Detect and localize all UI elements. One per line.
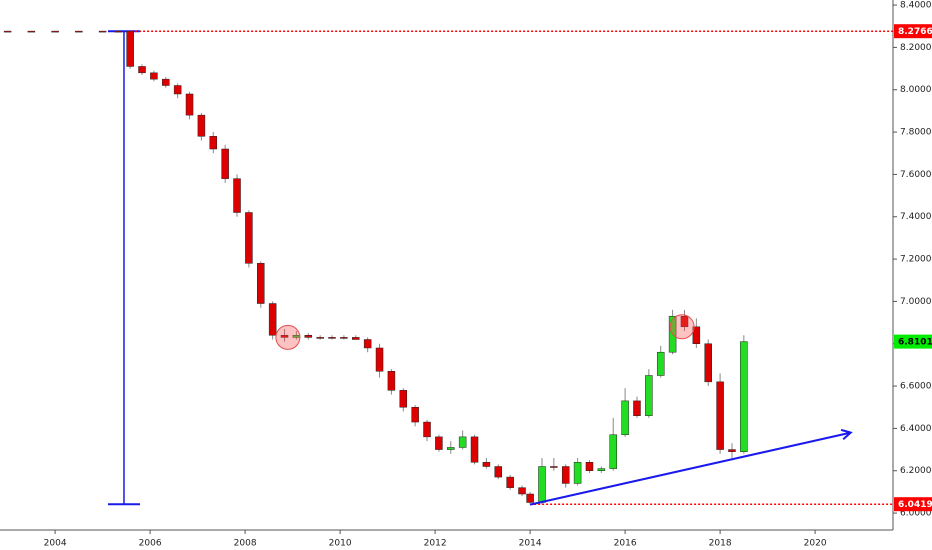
candle-body [692, 326, 701, 344]
candle-body [506, 476, 514, 488]
candle-body [680, 315, 689, 328]
highlight-circle [275, 324, 301, 350]
candle-body [98, 30, 107, 33]
candle-body [162, 78, 170, 86]
candle-body [728, 449, 736, 452]
candle-body [280, 335, 289, 338]
candle-body [597, 468, 606, 471]
y-tick-label: 7.0000 [900, 297, 932, 307]
candle-body [573, 462, 582, 484]
price-tag [894, 334, 932, 349]
candle-body [585, 462, 594, 471]
candle-body [233, 178, 241, 213]
price-tag [894, 24, 932, 39]
arrow-head [840, 428, 853, 440]
candle-body [447, 447, 455, 450]
candle-body [656, 351, 665, 376]
candle-body [138, 66, 146, 74]
candle-body [740, 341, 748, 452]
candle-body [550, 466, 558, 468]
x-tick-label: 2012 [424, 539, 447, 549]
candle-body [328, 337, 336, 339]
candle-body [304, 335, 313, 338]
candle-body [538, 466, 546, 503]
candle-body [268, 303, 277, 336]
candle-body [27, 30, 36, 33]
candle-body [482, 462, 491, 467]
highlight-circle [669, 314, 695, 340]
y-tick-label: 7.4000 [900, 212, 932, 222]
y-tick-label: 8.4000 [900, 1, 932, 11]
candle-body [716, 381, 724, 450]
candle-body [621, 400, 629, 436]
y-tick-label: 6.4000 [900, 424, 932, 434]
y-tick-label: 7.6000 [900, 170, 932, 180]
candle-body [352, 337, 360, 340]
candle-body [518, 487, 526, 495]
candle-body [704, 343, 712, 383]
candle-body [561, 466, 570, 484]
candle-body [375, 347, 384, 372]
x-tick-label: 2020 [804, 539, 827, 549]
candle-body [245, 212, 253, 264]
candle-body [197, 114, 206, 137]
y-tick-label: 7.2000 [900, 255, 932, 265]
candle-body [209, 136, 218, 150]
price-tag [894, 497, 932, 512]
candle-body [316, 337, 324, 339]
candle-body [387, 371, 396, 391]
candle-body [526, 493, 534, 503]
candle-body [150, 72, 158, 80]
candle-body [494, 466, 503, 478]
y-tick-label: 7.8000 [900, 128, 932, 138]
candle-body [173, 85, 182, 95]
candle-body [363, 339, 372, 349]
candle-body [340, 337, 348, 339]
x-tick-label: 2014 [519, 539, 542, 549]
candle-body [470, 436, 479, 463]
candle-body [51, 30, 59, 33]
candle-body [3, 30, 12, 33]
trendline [529, 431, 851, 506]
candle-body [458, 436, 467, 448]
candle-body [75, 30, 83, 33]
y-tick-label: 6.2000 [900, 466, 932, 476]
candle-body [411, 406, 419, 423]
x-tick-label: 2008 [234, 539, 257, 549]
x-tick-label: 2018 [709, 539, 732, 549]
x-tick-label: 2010 [329, 539, 352, 549]
candle-body [126, 30, 134, 67]
price-tag-label: 8.2766 [898, 27, 932, 37]
candle-body [645, 375, 653, 416]
candle-body [423, 421, 431, 438]
candle-body [221, 148, 229, 179]
candle-body [609, 434, 617, 469]
x-tick-label: 2006 [139, 539, 162, 549]
price-tag-label: 6.0419 [898, 500, 932, 510]
candle-body [399, 390, 408, 408]
candle-body [435, 436, 443, 450]
candle-body [185, 93, 194, 116]
x-tick-label: 2016 [614, 539, 637, 549]
candle-body [257, 263, 265, 304]
y-tick-label: 8.0000 [900, 85, 932, 95]
x-tick-label: 2004 [44, 539, 67, 549]
y-tick-label: 8.2000 [900, 43, 932, 53]
candle-body [633, 400, 641, 416]
y-tick-label: 6.6000 [900, 382, 932, 392]
candle-body [114, 30, 123, 33]
y-tick-label: 6.0000 [900, 509, 932, 519]
price-tag-label: 6.8101 [898, 338, 932, 348]
